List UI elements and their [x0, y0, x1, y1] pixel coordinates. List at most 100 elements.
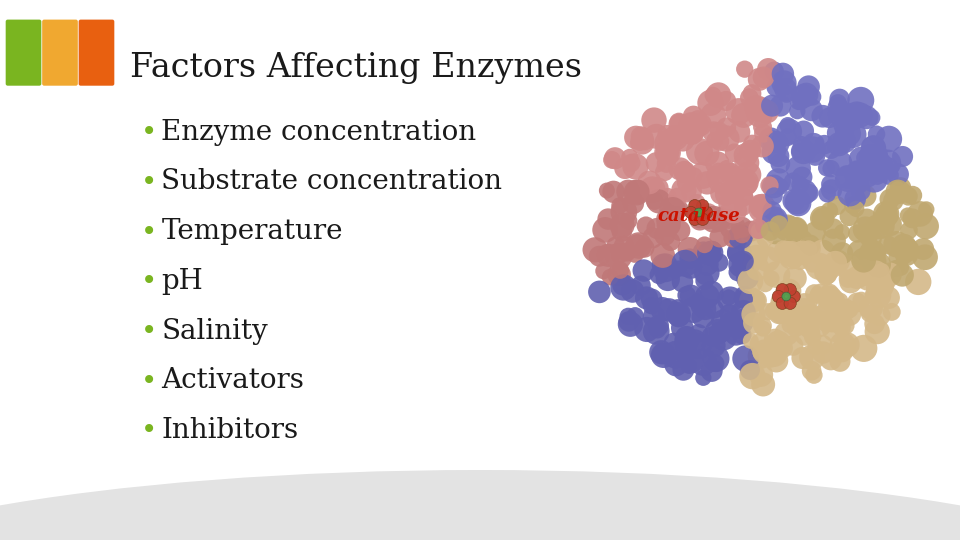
Circle shape	[702, 326, 721, 346]
Circle shape	[650, 243, 675, 268]
Circle shape	[828, 102, 852, 126]
Circle shape	[791, 298, 818, 325]
Circle shape	[599, 183, 614, 199]
Circle shape	[689, 349, 717, 376]
Circle shape	[668, 157, 692, 180]
Circle shape	[792, 92, 810, 110]
Circle shape	[870, 269, 895, 295]
Circle shape	[788, 291, 801, 302]
Circle shape	[866, 280, 883, 296]
Circle shape	[705, 241, 722, 258]
Circle shape	[822, 229, 846, 253]
Circle shape	[828, 97, 849, 118]
Circle shape	[669, 220, 690, 241]
Circle shape	[813, 335, 832, 354]
Circle shape	[694, 208, 703, 217]
Circle shape	[724, 230, 741, 247]
Circle shape	[728, 316, 749, 339]
Circle shape	[797, 237, 821, 260]
Circle shape	[895, 242, 919, 266]
Circle shape	[745, 238, 769, 262]
Circle shape	[844, 196, 862, 214]
Circle shape	[821, 309, 844, 333]
Circle shape	[849, 174, 869, 194]
Circle shape	[743, 333, 758, 349]
Circle shape	[621, 149, 638, 166]
Circle shape	[790, 240, 815, 265]
Circle shape	[756, 100, 779, 124]
Circle shape	[876, 126, 902, 152]
Circle shape	[729, 121, 751, 143]
Circle shape	[767, 301, 784, 319]
Circle shape	[688, 213, 701, 225]
Circle shape	[803, 133, 825, 155]
Circle shape	[656, 207, 681, 232]
Circle shape	[804, 328, 821, 346]
Circle shape	[694, 141, 719, 166]
Circle shape	[614, 158, 636, 179]
Circle shape	[820, 348, 842, 370]
Circle shape	[771, 303, 791, 324]
Circle shape	[656, 267, 680, 291]
Circle shape	[774, 240, 793, 259]
Circle shape	[764, 349, 788, 373]
Circle shape	[697, 213, 708, 225]
Circle shape	[832, 105, 854, 127]
Circle shape	[753, 66, 775, 88]
Circle shape	[753, 339, 778, 364]
Circle shape	[720, 214, 746, 240]
Circle shape	[809, 287, 826, 303]
Circle shape	[760, 340, 787, 367]
Circle shape	[620, 212, 637, 230]
Circle shape	[688, 194, 706, 211]
Circle shape	[726, 98, 752, 125]
Circle shape	[707, 355, 725, 372]
Circle shape	[829, 332, 855, 358]
Circle shape	[753, 117, 772, 136]
Circle shape	[865, 156, 891, 181]
Circle shape	[817, 269, 834, 286]
Circle shape	[674, 328, 699, 353]
Circle shape	[739, 287, 764, 313]
Circle shape	[847, 160, 866, 180]
Circle shape	[653, 258, 678, 282]
Circle shape	[865, 286, 881, 303]
Circle shape	[865, 252, 891, 278]
Circle shape	[836, 165, 859, 188]
Circle shape	[605, 243, 633, 270]
Circle shape	[814, 261, 838, 284]
Circle shape	[774, 214, 801, 241]
Circle shape	[847, 114, 863, 130]
Circle shape	[811, 208, 833, 230]
Circle shape	[913, 213, 939, 239]
Circle shape	[842, 301, 858, 318]
Circle shape	[747, 102, 773, 127]
Circle shape	[783, 172, 803, 192]
Circle shape	[791, 347, 813, 369]
Circle shape	[821, 179, 842, 200]
Circle shape	[603, 151, 621, 168]
Circle shape	[800, 136, 826, 163]
Circle shape	[866, 144, 888, 166]
Circle shape	[799, 345, 825, 370]
Circle shape	[684, 206, 697, 219]
Circle shape	[753, 344, 769, 361]
Circle shape	[864, 110, 880, 126]
Circle shape	[765, 330, 791, 356]
Circle shape	[706, 151, 730, 176]
Circle shape	[877, 287, 900, 309]
Circle shape	[631, 126, 651, 147]
Circle shape	[716, 91, 736, 111]
Circle shape	[750, 194, 776, 220]
Circle shape	[790, 306, 810, 327]
Circle shape	[707, 166, 726, 185]
Circle shape	[900, 221, 918, 239]
Circle shape	[709, 226, 731, 247]
Circle shape	[858, 227, 877, 246]
Circle shape	[764, 329, 785, 350]
Circle shape	[779, 244, 804, 269]
Circle shape	[588, 246, 610, 267]
Circle shape	[912, 238, 934, 260]
Circle shape	[834, 332, 859, 357]
Circle shape	[641, 288, 662, 310]
